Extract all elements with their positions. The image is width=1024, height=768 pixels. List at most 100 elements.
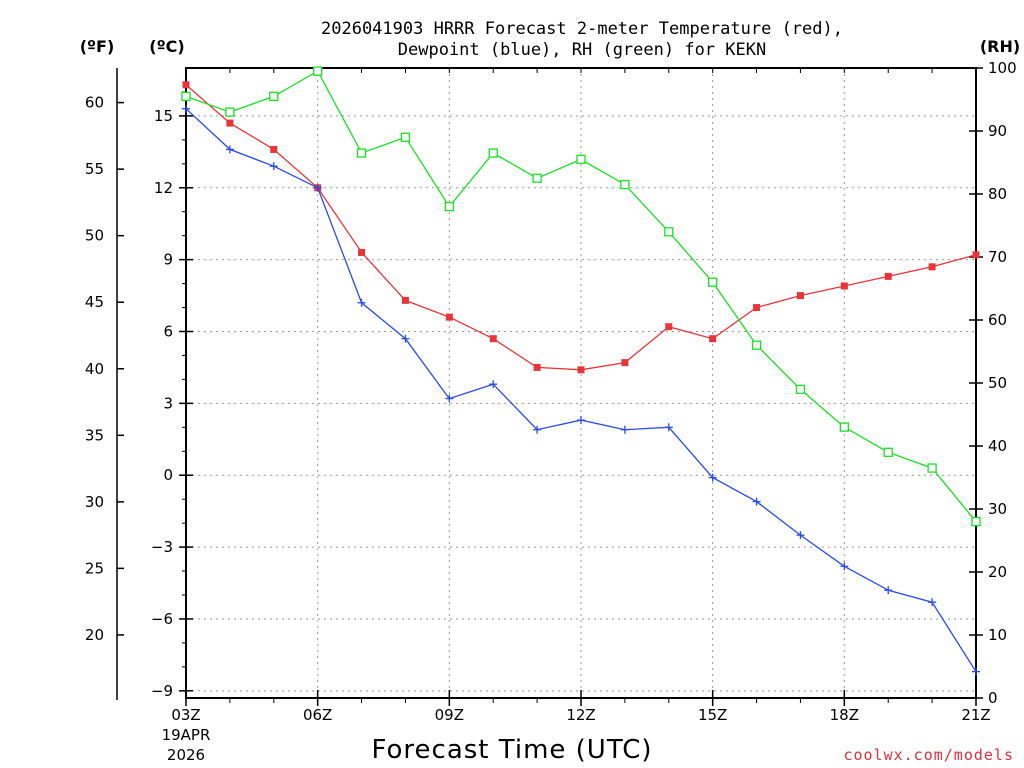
rh-point bbox=[751, 340, 762, 350]
temperature-point bbox=[182, 81, 190, 89]
fahrenheit-tick-label: 50 bbox=[85, 227, 104, 245]
fahrenheit-unit-label: (ºF) bbox=[80, 37, 115, 56]
fahrenheit-tick-label: 25 bbox=[85, 559, 104, 577]
chart-title-line2: Dewpoint (blue), RH (green) for KEKN bbox=[398, 40, 766, 60]
x-tick-label: 12Z bbox=[566, 706, 595, 724]
dewpoint-point bbox=[533, 425, 542, 434]
x-tick-label: 15Z bbox=[698, 706, 727, 724]
rh-tick-label: 10 bbox=[988, 626, 1007, 644]
data-series bbox=[181, 66, 981, 676]
rh-tick-label: 70 bbox=[988, 248, 1007, 266]
rh-point bbox=[883, 447, 893, 457]
rh-point bbox=[269, 91, 279, 101]
rh-tick-label: 100 bbox=[988, 59, 1017, 77]
tick-labels: 15129630−3−6−960555045403530252010090807… bbox=[85, 59, 1017, 724]
fahrenheit-tick-label: 35 bbox=[85, 426, 104, 444]
rh-point bbox=[225, 107, 235, 117]
temperature-point bbox=[270, 145, 278, 153]
x-tick-label: 09Z bbox=[435, 706, 464, 724]
rh-point bbox=[532, 173, 542, 183]
rh-point bbox=[313, 66, 323, 76]
rh-tick-label: 20 bbox=[988, 563, 1007, 581]
x-tick-label: 03Z bbox=[171, 706, 200, 724]
rh-point bbox=[795, 384, 806, 394]
celsius-tick-label: 9 bbox=[163, 251, 173, 269]
dewpoint-point bbox=[752, 497, 761, 506]
fahrenheit-tick-label: 40 bbox=[85, 360, 104, 378]
dewpoint-point bbox=[401, 334, 410, 343]
rh-series bbox=[181, 66, 981, 527]
rh-tick-label: 50 bbox=[988, 374, 1007, 392]
celsius-tick-label: 15 bbox=[154, 107, 173, 125]
rh-tick-label: 80 bbox=[988, 185, 1007, 203]
dewpoint-point bbox=[972, 667, 980, 676]
rh-tick-label: 0 bbox=[988, 689, 998, 707]
rh-tick-label: 60 bbox=[988, 311, 1007, 329]
rh-point bbox=[356, 148, 367, 158]
temperature-point bbox=[533, 363, 541, 371]
x-tick-label: 06Z bbox=[303, 706, 332, 724]
dewpoint-line bbox=[185, 108, 977, 673]
fahrenheit-tick-label: 20 bbox=[85, 626, 104, 644]
celsius-unit-label: (ºC) bbox=[149, 37, 184, 56]
celsius-tick-label: 6 bbox=[163, 322, 173, 340]
temperature-point bbox=[401, 296, 409, 304]
rh-point bbox=[927, 463, 937, 473]
rh-tick-label: 30 bbox=[988, 500, 1007, 518]
axes bbox=[116, 67, 983, 706]
temperature-point bbox=[665, 323, 673, 331]
rh-point bbox=[620, 179, 630, 190]
dewpoint-series bbox=[182, 104, 980, 676]
x-axis-title: Forecast Time (UTC) bbox=[371, 735, 652, 765]
celsius-tick-label: 12 bbox=[154, 179, 173, 197]
dewpoint-point bbox=[664, 423, 673, 432]
x-tick-label: 21Z bbox=[961, 706, 990, 724]
celsius-tick-label: −6 bbox=[151, 610, 173, 628]
temperature-point bbox=[796, 292, 804, 300]
dewpoint-point bbox=[796, 531, 805, 540]
celsius-tick-label: 3 bbox=[163, 394, 173, 412]
dewpoint-point bbox=[357, 298, 366, 307]
dewpoint-point bbox=[884, 586, 893, 595]
temperature-point bbox=[489, 335, 497, 343]
rh-point bbox=[664, 227, 674, 237]
dewpoint-point bbox=[225, 145, 234, 154]
temperature-point bbox=[884, 272, 892, 280]
dewpoint-point bbox=[620, 425, 629, 434]
celsius-tick-label: −3 bbox=[151, 538, 173, 556]
date-label-line2: 2026 bbox=[167, 746, 205, 764]
temperature-point bbox=[226, 119, 234, 127]
celsius-tick-label: −9 bbox=[151, 682, 173, 700]
rh-point bbox=[708, 277, 718, 287]
dewpoint-point bbox=[708, 473, 717, 482]
rh-point bbox=[181, 91, 191, 101]
temperature-series bbox=[182, 81, 980, 374]
rh-point bbox=[839, 422, 849, 432]
temperature-point bbox=[358, 248, 366, 256]
rh-tick-label: 90 bbox=[988, 122, 1007, 140]
rh-tick-label: 40 bbox=[988, 437, 1007, 455]
celsius-tick-label: 0 bbox=[163, 466, 173, 484]
rh-unit-label: (RH) bbox=[980, 37, 1020, 56]
temperature-point bbox=[445, 313, 453, 321]
fahrenheit-tick-label: 45 bbox=[85, 293, 104, 311]
dewpoint-point bbox=[269, 162, 278, 171]
temperature-point bbox=[840, 282, 848, 290]
temperature-point bbox=[709, 335, 717, 343]
fahrenheit-tick-label: 60 bbox=[85, 94, 104, 112]
rh-point bbox=[400, 132, 411, 142]
fahrenheit-tick-label: 55 bbox=[85, 160, 104, 178]
dewpoint-point bbox=[445, 394, 454, 403]
temperature-point bbox=[577, 366, 585, 374]
dewpoint-point bbox=[928, 598, 937, 607]
fahrenheit-tick-label: 30 bbox=[85, 493, 104, 511]
dewpoint-point bbox=[577, 416, 585, 425]
dewpoint-point bbox=[489, 380, 498, 389]
x-tick-label: 18Z bbox=[830, 706, 859, 724]
rh-point bbox=[444, 201, 454, 212]
rh-point bbox=[971, 516, 981, 527]
rh-point bbox=[576, 154, 586, 165]
dewpoint-point bbox=[840, 562, 849, 571]
credit-text: coolwx.com/models bbox=[843, 746, 1014, 764]
